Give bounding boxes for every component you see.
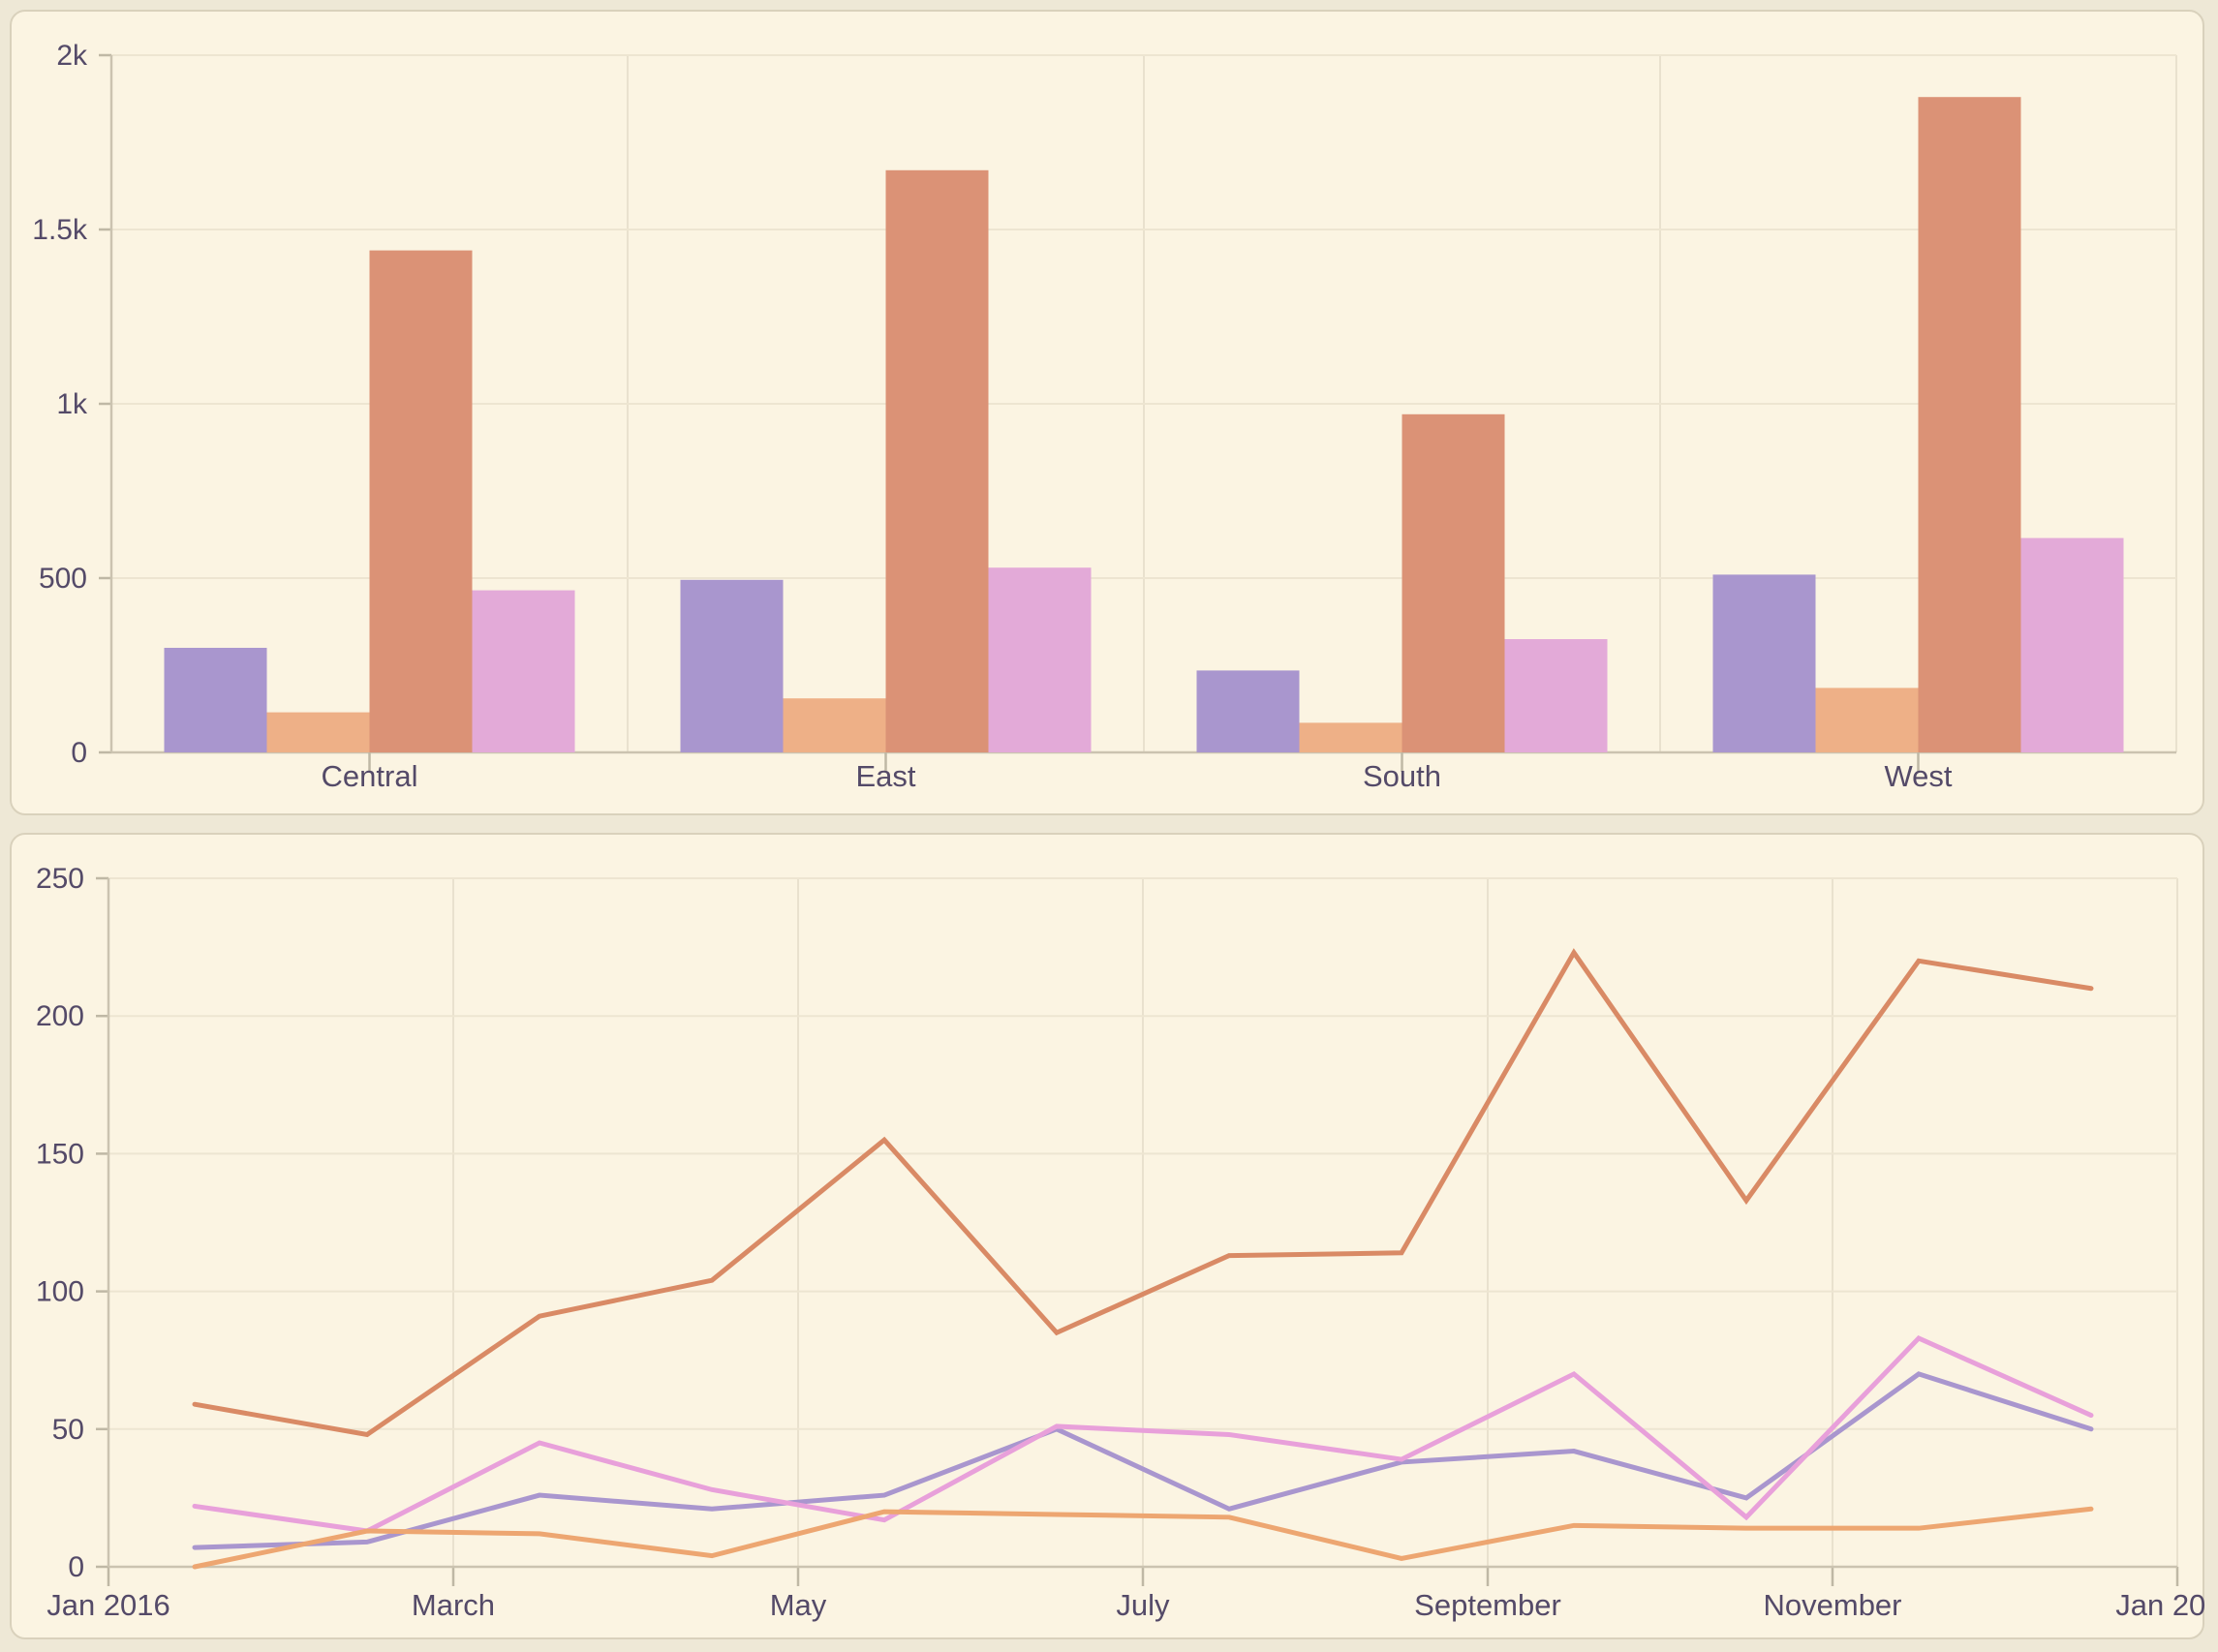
line-chart-card: Jan 2016 March May July September November Jan…	[10, 833, 2206, 1639]
y-axis-label-100: 100	[36, 1276, 84, 1308]
x-axis-label-May: May	[770, 1588, 827, 1622]
line-series-2	[192, 1506, 2094, 1570]
bar-East-series-1	[680, 579, 784, 752]
y-axis-label-0: 0	[71, 737, 87, 769]
bar-chart: 0 500 1k 1.5k 2k Central East South West	[32, 40, 2177, 793]
bar-South-series-2	[1299, 722, 1402, 752]
x-axis-label-South: South	[1363, 759, 1441, 793]
y-axis-label-0: 0	[68, 1551, 84, 1583]
bar-East-series-2	[783, 698, 886, 752]
y-axis-label-2k: 2k	[56, 40, 88, 72]
bar-Central-series-1	[164, 648, 267, 752]
y-axis-label-200: 200	[36, 1000, 84, 1032]
bar-South-series-3	[1402, 413, 1505, 752]
bar-West-series-3	[1918, 97, 2021, 752]
x-axis-label-Jan 2017: Jan 2017	[2115, 1588, 2206, 1622]
bar-South-series-4	[1504, 639, 1608, 752]
bar-East-series-4	[988, 567, 1092, 752]
line-series-3	[192, 948, 2094, 1438]
y-axis-label-50: 50	[52, 1414, 84, 1446]
y-axis-label-500: 500	[39, 563, 87, 595]
bar-West-series-4	[2020, 537, 2124, 752]
bar-Central-series-4	[472, 590, 575, 752]
line-series-4	[192, 1334, 2094, 1534]
x-axis-label-West: West	[1884, 759, 1952, 793]
line-series-1	[192, 1371, 2094, 1550]
bar-West-series-2	[1815, 688, 1919, 752]
x-axis-label-East: East	[855, 759, 915, 793]
bar-East-series-3	[885, 169, 989, 753]
y-axis-label-150: 150	[36, 1138, 84, 1170]
y-axis-label-1.5k: 1.5k	[32, 214, 88, 246]
x-axis-label-July: July	[1116, 1588, 1170, 1622]
x-axis-label-September: September	[1414, 1588, 1561, 1622]
bar-West-series-1	[1712, 574, 1816, 752]
y-axis-label-250: 250	[36, 863, 84, 895]
bar-South-series-1	[1196, 670, 1300, 752]
x-axis-label-March: March	[412, 1588, 495, 1622]
x-axis-label-Jan 2016: Jan 2016	[46, 1588, 170, 1622]
bar-Central-series-3	[369, 250, 473, 753]
bar-chart-card: 0 500 1k 1.5k 2k Central East South West	[10, 10, 2204, 815]
bar-Central-series-2	[266, 712, 370, 752]
y-axis-label-1k: 1k	[56, 388, 88, 420]
x-axis-label-November: November	[1764, 1588, 1902, 1622]
line-chart: Jan 2016 March May July September November Jan…	[36, 863, 2206, 1622]
x-axis-label-Central: Central	[322, 759, 418, 793]
